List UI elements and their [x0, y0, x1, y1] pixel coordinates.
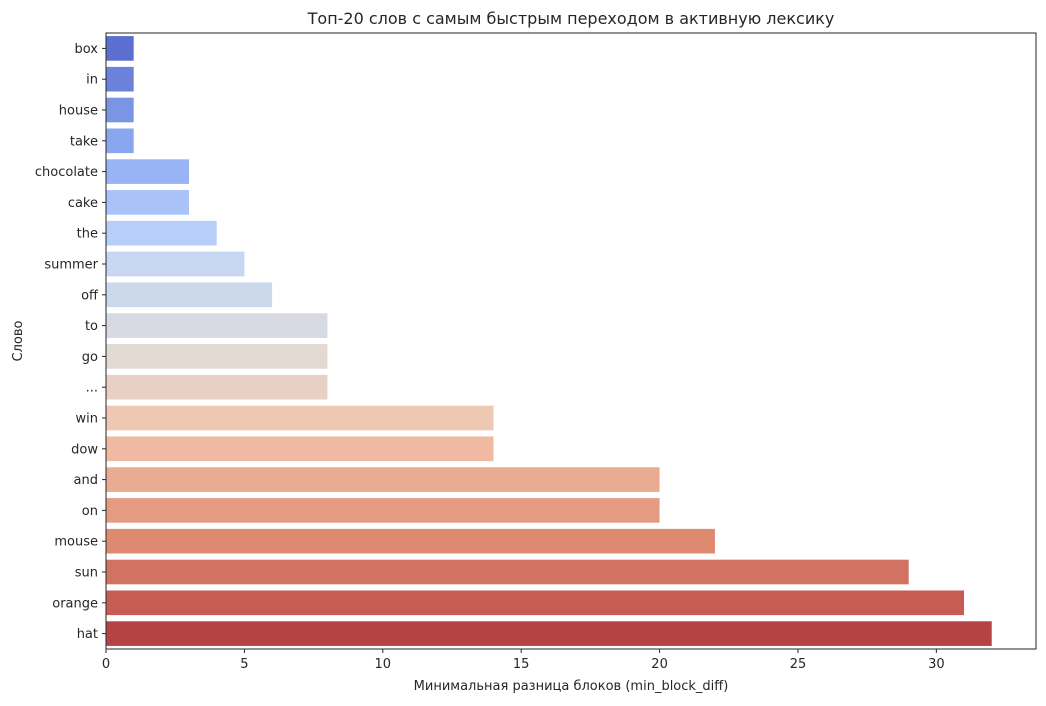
y-tick-label-8: off: [81, 288, 99, 303]
bar-16: [106, 528, 715, 554]
y-tick-label-3: take: [70, 134, 98, 149]
y-tick-label-12: win: [76, 412, 98, 427]
x-axis-ticks: 0 5 10 15 20 25 30: [102, 649, 945, 672]
y-tick-label-10: go: [82, 350, 98, 365]
x-axis-label: Минимальная разница блоков (min_block_di…: [414, 679, 729, 694]
bar-18: [106, 590, 965, 616]
bar-19: [106, 621, 992, 646]
y-tick-label-0: box: [75, 42, 99, 57]
bar-12: [106, 405, 494, 431]
bar-14: [106, 467, 660, 492]
x-tick-label-6: 30: [928, 657, 945, 672]
bar-10: [106, 344, 328, 369]
x-tick-label-4: 20: [651, 657, 668, 672]
y-tick-label-4: chocolate: [35, 165, 98, 180]
bar-7: [106, 251, 245, 277]
bar-8: [106, 282, 273, 308]
y-tick-label-18: orange: [52, 596, 98, 611]
bar-6: [106, 220, 217, 246]
bar-5: [106, 190, 190, 215]
x-tick-label-2: 10: [375, 657, 392, 672]
plot-frame: [105, 32, 1037, 650]
y-tick-label-14: and: [74, 473, 98, 488]
bar-17: [106, 559, 909, 585]
bar-9: [106, 313, 328, 338]
bar-15: [106, 498, 660, 523]
y-tick-label-11: ...: [86, 381, 98, 396]
bar-3: [106, 128, 134, 154]
bar-4: [106, 159, 190, 184]
bars-layer: [106, 36, 992, 646]
y-tick-label-6: the: [77, 227, 98, 242]
x-tick-label-5: 25: [790, 657, 807, 672]
bar-1: [106, 66, 134, 92]
bar-11: [106, 374, 328, 400]
y-tick-label-17: sun: [75, 566, 98, 581]
bar-13: [106, 436, 494, 462]
x-tick-label-1: 5: [240, 657, 248, 672]
y-axis-ticks: box in house take chocolate cake the summer off t…: [35, 42, 106, 642]
y-tick-label-16: mouse: [54, 535, 98, 550]
y-tick-label-9: to: [85, 319, 98, 334]
y-tick-label-13: dow: [71, 442, 98, 457]
y-tick-label-7: summer: [44, 258, 98, 273]
x-tick-label-3: 15: [513, 657, 530, 672]
y-tick-label-5: cake: [68, 196, 98, 211]
y-tick-label-19: hat: [77, 627, 98, 642]
chart-title: Топ-20 слов с самым быстрым переходом в …: [307, 9, 835, 28]
x-tick-label-0: 0: [102, 657, 110, 672]
y-tick-label-2: house: [59, 104, 98, 119]
y-axis-label: Слово: [11, 320, 26, 361]
y-tick-label-1: in: [86, 73, 98, 88]
bar-0: [106, 36, 134, 61]
bar-2: [106, 97, 134, 123]
y-tick-label-15: on: [82, 504, 98, 519]
